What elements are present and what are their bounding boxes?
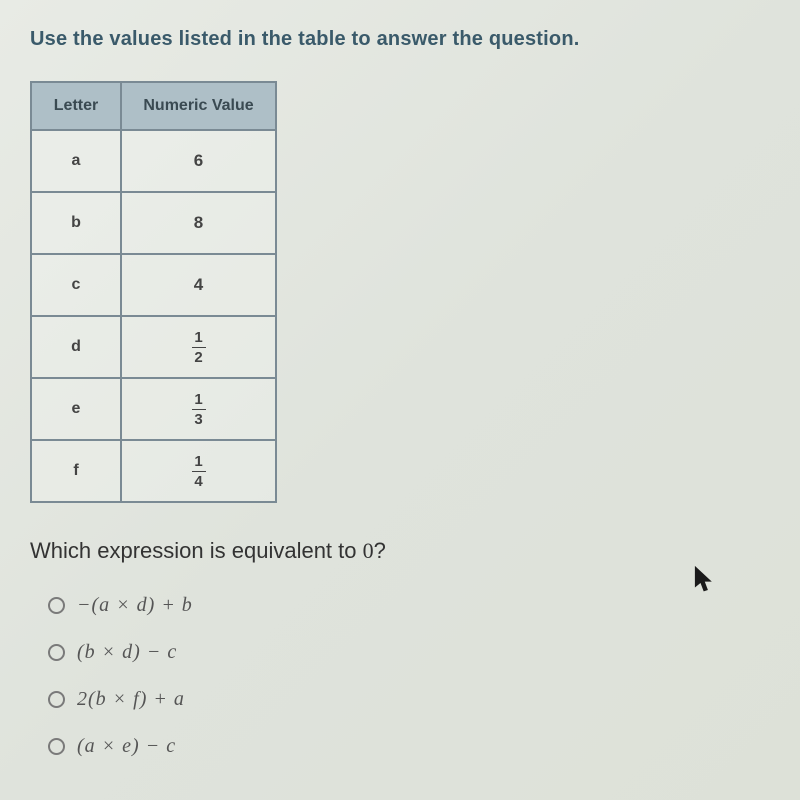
option-expression: (b × d) − c	[77, 641, 177, 664]
table-row: a 6	[31, 130, 276, 192]
cell-value: 6	[121, 130, 276, 192]
option-1[interactable]: −(a × d) + b	[48, 594, 770, 617]
table-row: c 4	[31, 254, 276, 316]
question-text: Which expression is equivalent to 0?	[30, 538, 770, 564]
fraction: 1 2	[192, 330, 206, 365]
fraction-numerator: 1	[194, 454, 202, 471]
option-4[interactable]: (a × e) − c	[48, 735, 770, 758]
question-prefix: Which expression is equivalent to	[30, 538, 363, 563]
fraction-numerator: 1	[194, 330, 202, 347]
cell-value: 1 3	[121, 378, 276, 440]
instruction-text: Use the values listed in the table to an…	[30, 28, 770, 51]
radio-icon[interactable]	[48, 644, 65, 661]
fraction: 1 4	[192, 454, 206, 489]
value-table: Letter Numeric Value a 6 b 8 c 4 d 1 2	[30, 81, 277, 503]
fraction-denominator: 2	[192, 347, 206, 365]
cell-letter: d	[31, 316, 121, 378]
cell-letter: e	[31, 378, 121, 440]
radio-icon[interactable]	[48, 691, 65, 708]
table-header-letter: Letter	[31, 82, 121, 130]
fraction-denominator: 3	[192, 409, 206, 427]
table-header-value: Numeric Value	[121, 82, 276, 130]
question-suffix: ?	[374, 538, 386, 563]
question-value: 0	[363, 538, 374, 563]
cell-value: 1 4	[121, 440, 276, 502]
radio-icon[interactable]	[48, 738, 65, 755]
cell-value: 1 2	[121, 316, 276, 378]
fraction-numerator: 1	[194, 392, 202, 409]
fraction: 1 3	[192, 392, 206, 427]
option-expression: (a × e) − c	[77, 735, 176, 758]
fraction-denominator: 4	[192, 471, 206, 489]
option-expression: 2(b × f) + a	[77, 688, 185, 711]
cell-value: 8	[121, 192, 276, 254]
table-row: d 1 2	[31, 316, 276, 378]
table-row: b 8	[31, 192, 276, 254]
options-group: −(a × d) + b (b × d) − c 2(b × f) + a (a…	[48, 594, 770, 758]
cursor-icon	[693, 565, 715, 595]
cell-letter: f	[31, 440, 121, 502]
table-row: f 1 4	[31, 440, 276, 502]
option-expression: −(a × d) + b	[77, 594, 193, 617]
cell-value: 4	[121, 254, 276, 316]
cell-letter: c	[31, 254, 121, 316]
cell-letter: b	[31, 192, 121, 254]
option-2[interactable]: (b × d) − c	[48, 641, 770, 664]
radio-icon[interactable]	[48, 597, 65, 614]
table-row: e 1 3	[31, 378, 276, 440]
option-3[interactable]: 2(b × f) + a	[48, 688, 770, 711]
cell-letter: a	[31, 130, 121, 192]
